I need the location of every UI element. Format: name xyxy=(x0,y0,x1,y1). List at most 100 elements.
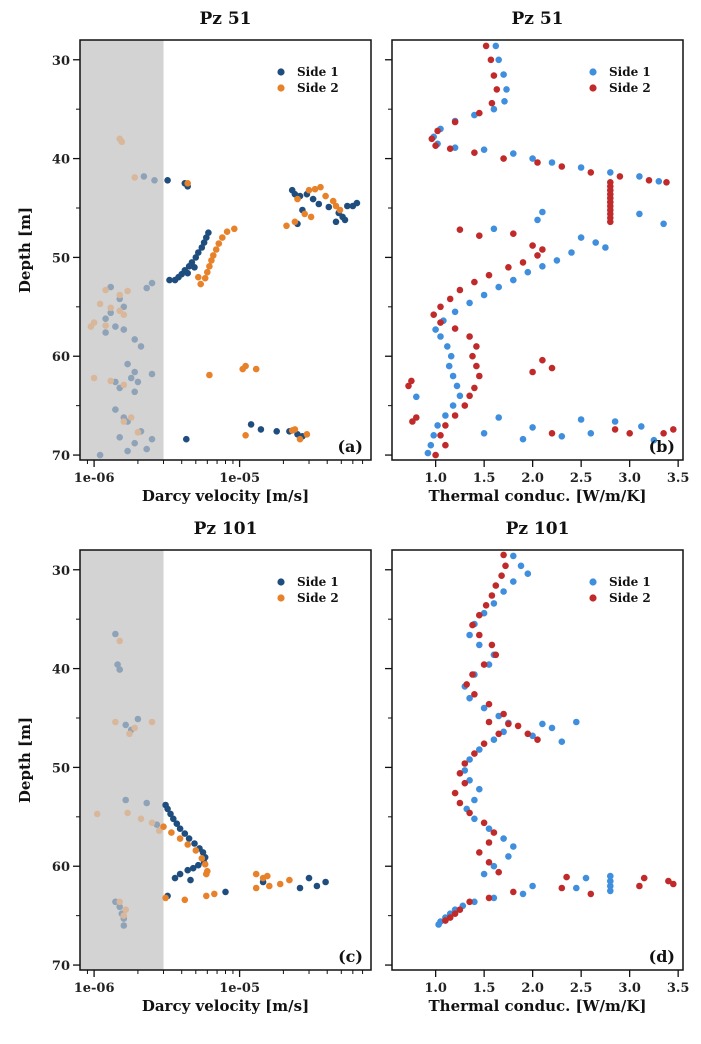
data-point-side-1 xyxy=(116,434,123,441)
data-point-side-2 xyxy=(102,286,109,294)
data-point-side-1 xyxy=(476,746,483,753)
data-point-side-2 xyxy=(490,829,498,836)
data-point-side-2 xyxy=(524,730,532,738)
data-point-side-1 xyxy=(548,159,556,166)
data-point-side-1 xyxy=(167,810,174,818)
data-point-side-2 xyxy=(471,384,478,392)
data-point-side-2 xyxy=(286,876,293,884)
data-point-side-1 xyxy=(112,630,119,638)
data-point-side-1 xyxy=(480,291,488,299)
data-point-side-2 xyxy=(670,880,677,888)
data-point-side-1 xyxy=(607,882,614,890)
panel-a: 30 40 50 60 70 1e-06 1e-05 Pz 51 Darcy velocity … xyxy=(16,9,372,505)
data-point-side-2 xyxy=(587,169,595,176)
data-point-side-1 xyxy=(195,861,202,869)
data-point-side-1 xyxy=(449,402,457,409)
panel-b: 1.0 1.5 2.0 2.5 3.0 3.5 Pz 51 Thermal conduc. [… xyxy=(385,9,689,505)
data-point-side-1 xyxy=(305,874,313,882)
data-point-side-1 xyxy=(185,263,193,270)
data-point-side-1 xyxy=(164,177,171,184)
data-point-side-2 xyxy=(640,874,648,882)
data-point-side-2 xyxy=(663,179,670,186)
data-point-side-2 xyxy=(456,906,464,913)
legend-label: Side 1 xyxy=(609,65,651,79)
data-point-side-2 xyxy=(514,722,522,730)
data-point-side-1 xyxy=(200,239,208,246)
legend-marker xyxy=(589,594,597,602)
data-point-side-2 xyxy=(102,322,109,329)
data-points xyxy=(435,551,677,928)
panel-title: Pz 51 xyxy=(199,9,251,29)
data-point-side-1 xyxy=(102,315,109,323)
data-point-side-2 xyxy=(155,827,163,834)
data-points xyxy=(405,42,677,459)
data-point-side-2 xyxy=(548,430,556,437)
data-point-side-2 xyxy=(432,142,439,149)
data-point-side-2 xyxy=(212,246,220,253)
data-point-side-1 xyxy=(222,888,229,896)
x-tick-label: 2.0 xyxy=(521,471,544,486)
data-point-side-1 xyxy=(638,423,645,430)
data-point-side-2 xyxy=(493,86,501,93)
data-point-side-2 xyxy=(317,183,324,191)
data-point-side-1 xyxy=(344,202,351,210)
data-point-side-1 xyxy=(534,216,541,224)
data-point-side-1 xyxy=(247,421,255,428)
data-point-side-2 xyxy=(176,835,184,842)
data-point-side-1 xyxy=(495,414,503,421)
data-point-side-1 xyxy=(273,428,281,435)
data-point-side-1 xyxy=(148,435,156,443)
data-point-side-2 xyxy=(487,56,495,64)
data-point-side-1 xyxy=(568,249,575,256)
data-point-side-1 xyxy=(434,422,441,429)
data-point-side-1 xyxy=(430,432,438,439)
data-point-side-1 xyxy=(510,552,517,560)
data-point-side-1 xyxy=(466,299,473,307)
legend-marker xyxy=(589,68,597,76)
data-point-side-2 xyxy=(587,890,595,898)
panel-tag: (a) xyxy=(337,437,363,456)
data-point-side-1 xyxy=(191,264,198,271)
data-point-side-2 xyxy=(469,352,476,360)
data-point-side-1 xyxy=(650,436,658,444)
data-point-side-1 xyxy=(490,862,498,870)
data-point-side-1 xyxy=(116,666,123,673)
data-point-side-1 xyxy=(611,418,619,425)
data-point-side-2 xyxy=(283,222,290,230)
data-point-side-1 xyxy=(413,393,420,401)
data-point-side-2 xyxy=(201,861,209,868)
data-point-side-1 xyxy=(636,173,643,180)
plot-frame xyxy=(391,39,684,461)
data-point-side-2 xyxy=(461,760,469,767)
data-point-side-2 xyxy=(660,430,667,437)
data-point-side-2 xyxy=(219,234,226,241)
data-point-side-2 xyxy=(107,377,114,385)
data-point-side-2 xyxy=(303,431,311,438)
data-point-side-1 xyxy=(122,721,129,729)
data-point-side-2 xyxy=(498,572,505,579)
legend-label: Side 1 xyxy=(297,65,339,79)
data-point-side-1 xyxy=(500,835,507,842)
data-point-side-1 xyxy=(607,887,614,895)
data-point-side-1 xyxy=(476,785,483,793)
y-axis-label: Depth [m] xyxy=(16,207,34,293)
data-point-side-1 xyxy=(143,445,150,453)
data-point-side-2 xyxy=(456,226,464,233)
data-point-side-1 xyxy=(485,825,493,832)
y-tick-label: 30 xyxy=(52,54,70,69)
data-point-side-2 xyxy=(469,671,476,678)
panel-tag: (c) xyxy=(338,947,363,966)
data-point-side-1 xyxy=(296,884,304,892)
data-point-side-1 xyxy=(134,715,142,723)
data-point-side-1 xyxy=(480,430,488,437)
data-point-side-2 xyxy=(548,364,556,372)
data-point-side-1 xyxy=(164,805,171,813)
data-point-side-1 xyxy=(112,323,119,330)
data-point-side-2 xyxy=(122,906,129,913)
data-point-side-2 xyxy=(558,884,566,892)
data-point-side-1 xyxy=(548,724,556,732)
data-point-side-2 xyxy=(645,177,653,184)
x-tick-label: 2.5 xyxy=(570,981,593,996)
data-point-side-1 xyxy=(445,362,453,370)
